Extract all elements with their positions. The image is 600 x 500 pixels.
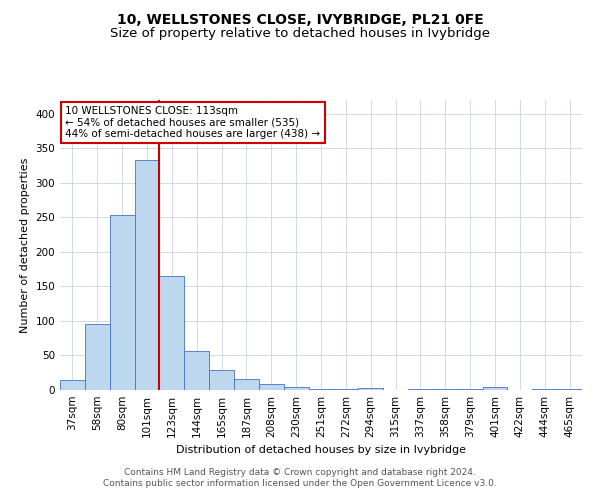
Bar — [358, 388, 383, 390]
Y-axis label: Number of detached properties: Number of detached properties — [20, 158, 30, 332]
Bar — [308, 388, 334, 390]
Bar — [184, 350, 209, 390]
Bar — [85, 324, 110, 390]
Bar — [259, 384, 284, 390]
X-axis label: Distribution of detached houses by size in Ivybridge: Distribution of detached houses by size … — [176, 446, 466, 456]
Bar — [234, 379, 259, 390]
Bar — [60, 380, 85, 390]
Text: Contains HM Land Registry data © Crown copyright and database right 2024.
Contai: Contains HM Land Registry data © Crown c… — [103, 468, 497, 487]
Bar — [134, 160, 160, 390]
Bar — [482, 387, 508, 390]
Bar — [209, 370, 234, 390]
Text: 10, WELLSTONES CLOSE, IVYBRIDGE, PL21 0FE: 10, WELLSTONES CLOSE, IVYBRIDGE, PL21 0F… — [116, 12, 484, 26]
Bar — [557, 388, 582, 390]
Text: Size of property relative to detached houses in Ivybridge: Size of property relative to detached ho… — [110, 28, 490, 40]
Bar — [160, 276, 184, 390]
Bar — [284, 386, 308, 390]
Bar — [110, 216, 134, 390]
Text: 10 WELLSTONES CLOSE: 113sqm
← 54% of detached houses are smaller (535)
44% of se: 10 WELLSTONES CLOSE: 113sqm ← 54% of det… — [65, 106, 320, 139]
